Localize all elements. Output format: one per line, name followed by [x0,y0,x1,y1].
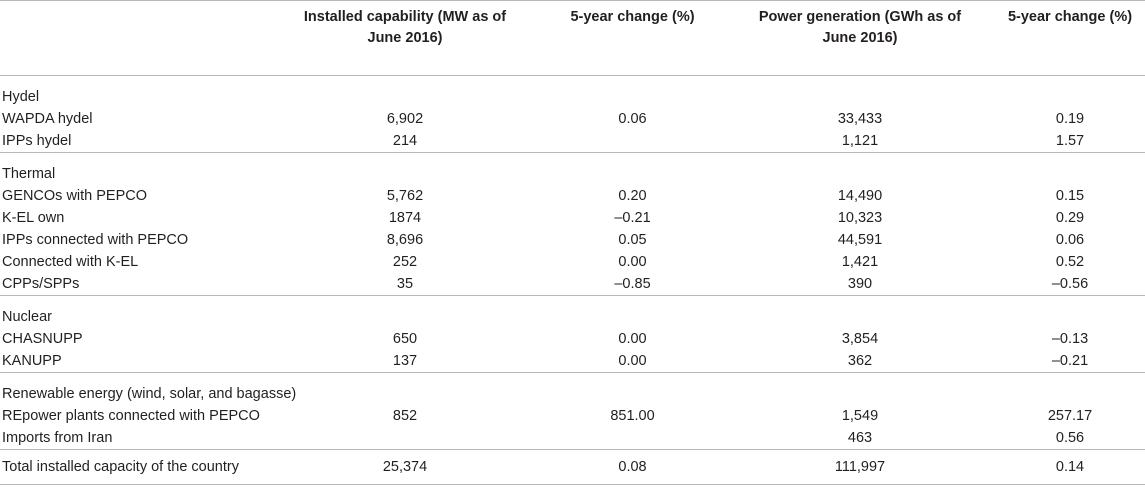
row-label: Connected with K-EL [2,254,139,270]
table-row: IPPs hydel 214 1,121 1.57 [0,130,1145,153]
row-label: CHASNUPP [2,331,83,347]
generation-change-value: –0.56 [1051,276,1089,292]
total-row: Total installed capacity of the country 2… [0,449,1145,485]
power-generation-value: 1,421 [841,254,879,270]
group-title: Renewable energy (wind, solar, and bagas… [0,372,1145,405]
installed-capability-value: 214 [392,133,418,149]
capability-change-value: –0.21 [614,210,651,226]
total-capability-change: 0.08 [540,449,725,485]
table-row: K-EL own 1874 –0.21 10,323 0.29 [0,207,1145,229]
installed-capability-value: 8,696 [386,232,424,248]
generation-change-value: 0.52 [1055,254,1085,270]
installed-capability-value: 1874 [388,210,422,226]
capability-change-value: 0.06 [618,111,647,127]
table-row: REpower plants connected with PEPCO 852 85… [0,405,1145,427]
table-row: IPPs connected with PEPCO 8,696 0.05 44,591… [0,229,1145,251]
generation-change-value: 0.56 [1055,430,1085,446]
row-label: Imports from Iran [2,430,113,446]
table-row: GENCOs with PEPCO 5,762 0.20 14,490 0.15 [0,185,1145,207]
row-label: IPPs hydel [2,133,72,149]
group-title-row: Hydel [0,76,1145,109]
group-title-row: Thermal [0,152,1145,185]
generation-change-value: –0.13 [1051,331,1089,347]
header-installed-capability: Installed capability (MW as of June 2016… [270,0,540,76]
table-row: CPPs/SPPs 35 –0.85 390 –0.56 [0,273,1145,296]
table-body: Hydel WAPDA hydel 6,902 0.06 33,433 0.19 IPPs … [0,76,1145,485]
table-row: Connected with K-EL 252 0.00 1,421 0.52 [0,251,1145,273]
power-generation-value: 44,591 [837,232,883,248]
installed-capability-value: 35 [396,276,414,292]
row-label: GENCOs with PEPCO [2,188,148,204]
row-label: CPPs/SPPs [2,276,80,292]
capability-change-value: 851.00 [610,408,655,424]
total-installed-capability: 25,374 [270,449,540,485]
capability-change-value: 0.00 [618,254,647,270]
generation-change-value: 0.15 [1055,188,1085,204]
group-title-row: Renewable energy (wind, solar, and bagas… [0,372,1145,405]
group-title: Nuclear [0,295,1145,328]
total-power-generation: 111,997 [725,449,995,485]
capability-change-value: –0.85 [614,276,651,292]
power-generation-value: 390 [847,276,873,292]
capability-change-value: 0.20 [618,188,647,204]
installed-capability-value: 852 [392,408,418,424]
installed-capability-value [270,427,540,450]
installed-capability-value: 6,902 [386,111,424,127]
installed-capability-value: 5,762 [386,188,424,204]
table-row: WAPDA hydel 6,902 0.06 33,433 0.19 [0,108,1145,130]
header-capability-change: 5-year change (%) [540,0,725,76]
capability-change-value [540,427,725,450]
power-generation-value: 362 [847,353,873,369]
table-header-row: Installed capability (MW as of June 2016… [0,0,1145,76]
header-category [0,0,270,76]
power-generation-value: 10,323 [837,210,883,226]
generation-change-value: –0.21 [1051,353,1089,369]
installed-capability-value: 650 [392,331,418,347]
power-generation-value: 1,549 [841,408,879,424]
capability-change-value [540,130,725,153]
row-label: IPPs connected with PEPCO [2,232,189,248]
generation-change-value: 257.17 [1047,408,1093,424]
power-generation-value: 33,433 [837,111,883,127]
installed-capability-value: 137 [392,353,418,369]
row-label: REpower plants connected with PEPCO [2,408,260,424]
row-label: K-EL own [2,210,65,226]
table-row: KANUPP 137 0.00 362 –0.21 [0,350,1145,373]
total-generation-change: 0.14 [995,449,1145,485]
power-generation-value: 1,121 [841,133,879,149]
group-title-row: Nuclear [0,295,1145,328]
power-generation-value: 14,490 [837,188,883,204]
row-label: KANUPP [2,353,62,369]
header-power-generation: Power generation (GWh as of June 2016) [725,0,995,76]
generation-change-value: 1.57 [1055,133,1085,149]
total-label: Total installed capacity of the country [0,449,270,485]
generation-change-value: 0.06 [1055,232,1085,248]
capability-change-value: 0.05 [618,232,647,248]
capability-change-value: 0.00 [618,353,647,369]
row-label: WAPDA hydel [2,111,93,127]
generation-change-value: 0.29 [1055,210,1085,226]
capability-change-value: 0.00 [618,331,647,347]
table-row: CHASNUPP 650 0.00 3,854 –0.13 [0,328,1145,350]
generation-change-value: 0.19 [1055,111,1085,127]
installed-capability-value: 252 [392,254,418,270]
table-row: Imports from Iran 463 0.56 [0,427,1145,450]
power-generation-value: 3,854 [841,331,879,347]
group-title: Hydel [2,89,40,105]
group-title: Thermal [0,152,1145,185]
power-generation-value: 463 [847,430,873,446]
header-generation-change: 5-year change (%) [995,0,1145,76]
